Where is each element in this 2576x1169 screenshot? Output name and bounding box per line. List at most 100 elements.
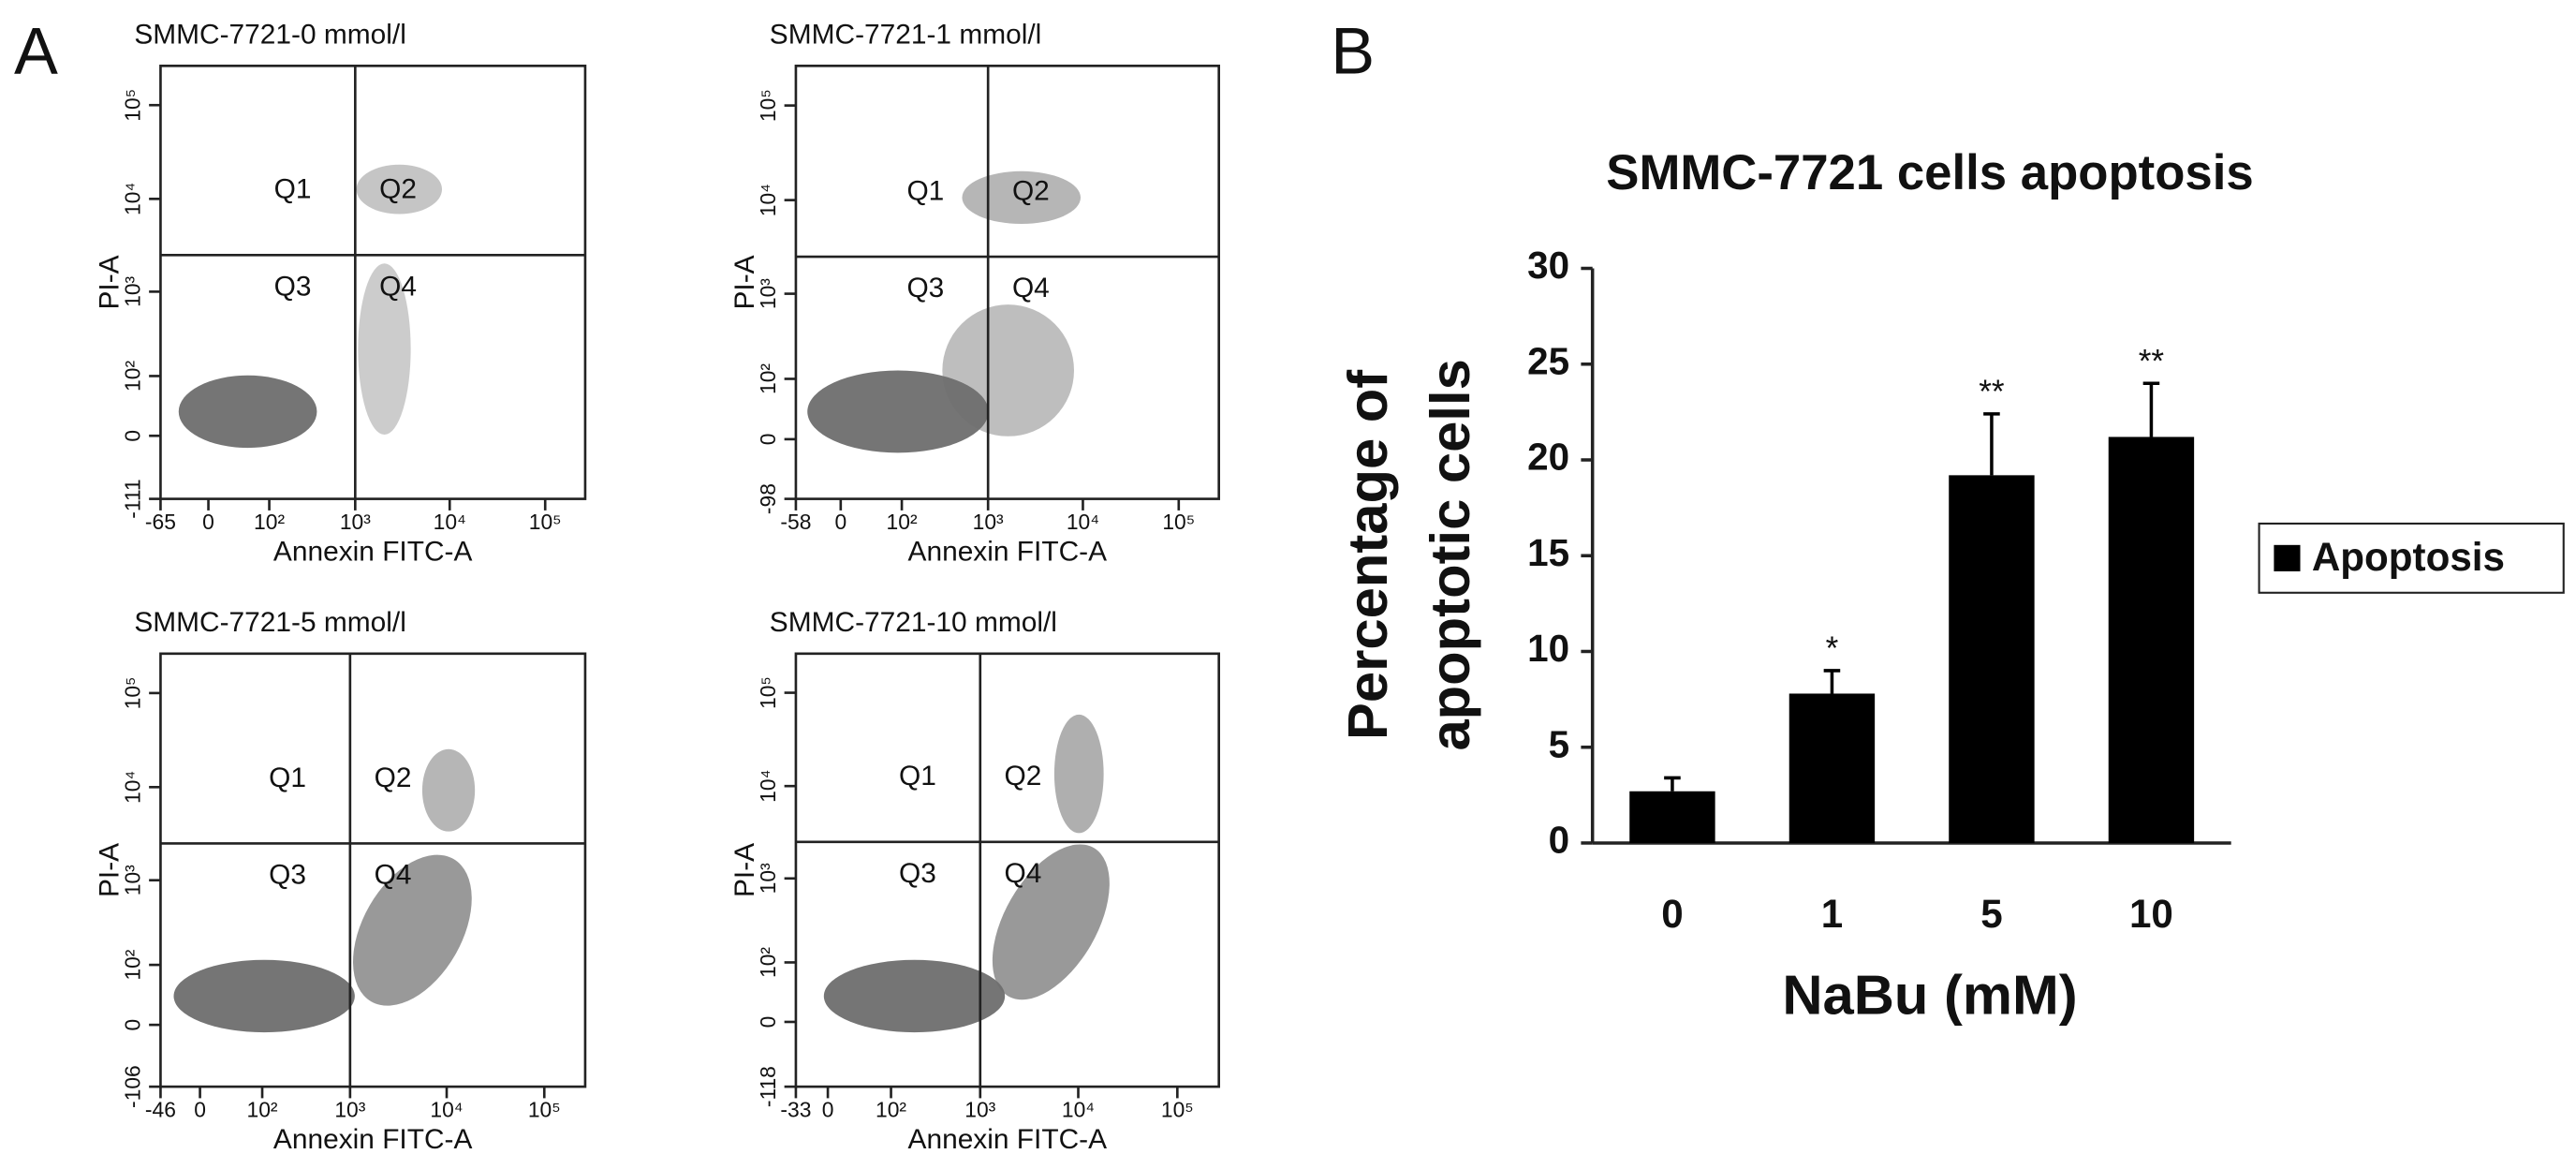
panel-label: B (1331, 13, 1375, 87)
x-tick-label: -33 (780, 1098, 811, 1122)
y-tick-label: 20 (1527, 436, 1569, 479)
x-tick-label: 1 (1821, 892, 1843, 936)
quadrant-label: Q1 (899, 761, 936, 792)
x-tick-label: 0 (822, 1098, 834, 1122)
x-axis-label: Annexin FITC-A (273, 1124, 473, 1155)
quadrant-label: Q2 (1012, 175, 1050, 206)
y-tick-label: 10⁵ (756, 676, 780, 709)
legend-swatch (2274, 544, 2301, 571)
x-tick-label: 10² (247, 1098, 278, 1122)
x-tick-label: 5 (1980, 892, 2002, 936)
cell-cloud (358, 263, 411, 436)
y-tick-label: 10² (120, 949, 144, 980)
cell-cloud (353, 854, 472, 1006)
y-tick-label: 15 (1527, 531, 1569, 574)
plot-frame (159, 64, 587, 500)
x-tick-label: 10² (254, 510, 285, 534)
y-tick-label: -111 (120, 479, 144, 518)
cell-cloud (173, 959, 355, 1033)
plot-frame (794, 64, 1220, 500)
quadrant-label: Q1 (269, 762, 306, 793)
y-tick-label: 0 (120, 430, 144, 442)
cell-cloud (356, 164, 443, 215)
quadrant-label: Q1 (906, 175, 944, 206)
x-tick-label: 10⁴ (1062, 1098, 1095, 1122)
y-tick-label: 5 (1549, 722, 1569, 765)
x-tick-label: 0 (202, 510, 214, 534)
legend-label: Apoptosis (2312, 535, 2505, 579)
y-tick-label: 0 (1549, 819, 1569, 862)
quadrant-label: Q2 (379, 174, 417, 205)
cell-cloud (962, 170, 1082, 225)
plot-title: SMMC-7721-1 mmol/l (770, 20, 1042, 51)
bar (1629, 791, 1715, 843)
y-tick-label: 10⁴ (756, 184, 780, 216)
x-tick-label: 10³ (340, 510, 371, 534)
x-axis-label: Annexin FITC-A (908, 536, 1108, 567)
y-axis-label: PI-A (729, 843, 760, 897)
quadrant-label: Q4 (379, 271, 417, 302)
x-tick-label: 10 (2129, 892, 2173, 936)
y-axis-label: PI-A (729, 255, 760, 309)
x-tick-label: 10⁵ (1161, 1098, 1194, 1122)
x-axis-label: NaBu (mM) (1782, 964, 2077, 1027)
y-axis-label: apoptotic cells (1419, 359, 1481, 750)
y-tick-label: 10⁴ (120, 183, 144, 215)
plot-title: SMMC-7721-0 mmol/l (134, 20, 406, 51)
x-tick-label: 10⁵ (528, 1098, 561, 1122)
quadrant-label: Q3 (269, 860, 306, 891)
y-tick-label: 25 (1527, 339, 1569, 382)
x-tick-label: 10⁵ (1162, 510, 1195, 534)
significance-label: ** (2139, 343, 2165, 379)
y-tick-label: 10² (756, 947, 780, 978)
y-axis-label: PI-A (95, 255, 125, 309)
y-tick-label: -118 (756, 1066, 780, 1107)
y-tick-label: 0 (756, 434, 780, 446)
x-tick-label: 10² (876, 1098, 906, 1122)
y-tick-label: 10⁵ (756, 89, 780, 122)
panel-label: A (14, 13, 58, 87)
y-tick-label: 10² (756, 363, 780, 394)
quadrant-label: Q2 (375, 762, 412, 793)
y-tick-label: 10⁵ (120, 676, 144, 709)
x-tick-label: 10³ (334, 1098, 365, 1122)
y-tick-label: 10³ (120, 275, 144, 306)
cell-cloud (1053, 714, 1104, 834)
y-tick-label: 10³ (756, 863, 780, 894)
cell-cloud (823, 959, 1006, 1033)
x-tick-label: -46 (145, 1098, 176, 1122)
x-tick-label: 10² (887, 510, 918, 534)
x-tick-label: 10³ (964, 1098, 995, 1122)
plot-frame (159, 652, 587, 1088)
x-axis-label: Annexin FITC-A (273, 536, 473, 567)
x-tick-label: 10³ (973, 510, 1004, 534)
y-tick-label: 10⁵ (120, 89, 144, 122)
cell-cloud (992, 844, 1110, 1000)
x-tick-label: 10⁴ (434, 510, 466, 534)
quadrant-label: Q4 (375, 860, 412, 891)
cell-cloud (178, 375, 317, 449)
quadrant-label: Q3 (899, 858, 936, 889)
x-tick-label: 0 (834, 510, 846, 534)
y-tick-label: 30 (1527, 244, 1569, 287)
legend-box (2258, 522, 2565, 594)
x-tick-label: 10⁵ (529, 510, 562, 534)
x-tick-label: -65 (145, 510, 176, 534)
x-tick-label: 0 (1661, 892, 1683, 936)
quadrant-label: Q1 (274, 174, 312, 205)
chart-title: SMMC-7721 cells apoptosis (1606, 145, 2253, 200)
bar (1949, 475, 2035, 843)
x-tick-label: 10⁴ (1067, 510, 1099, 534)
bar (1788, 693, 1876, 843)
quadrant-label: Q3 (274, 271, 312, 302)
significance-label: ** (1979, 374, 2005, 410)
y-axis-label: PI-A (95, 843, 125, 897)
x-tick-label: 10⁴ (430, 1098, 463, 1122)
y-tick-label: 10³ (756, 278, 780, 309)
cell-cloud (942, 304, 1074, 437)
quadrant-label: Q4 (1012, 273, 1050, 303)
quadrant-label: Q4 (1005, 858, 1042, 889)
bar (2108, 437, 2195, 843)
y-tick-label: 10⁴ (756, 770, 780, 803)
